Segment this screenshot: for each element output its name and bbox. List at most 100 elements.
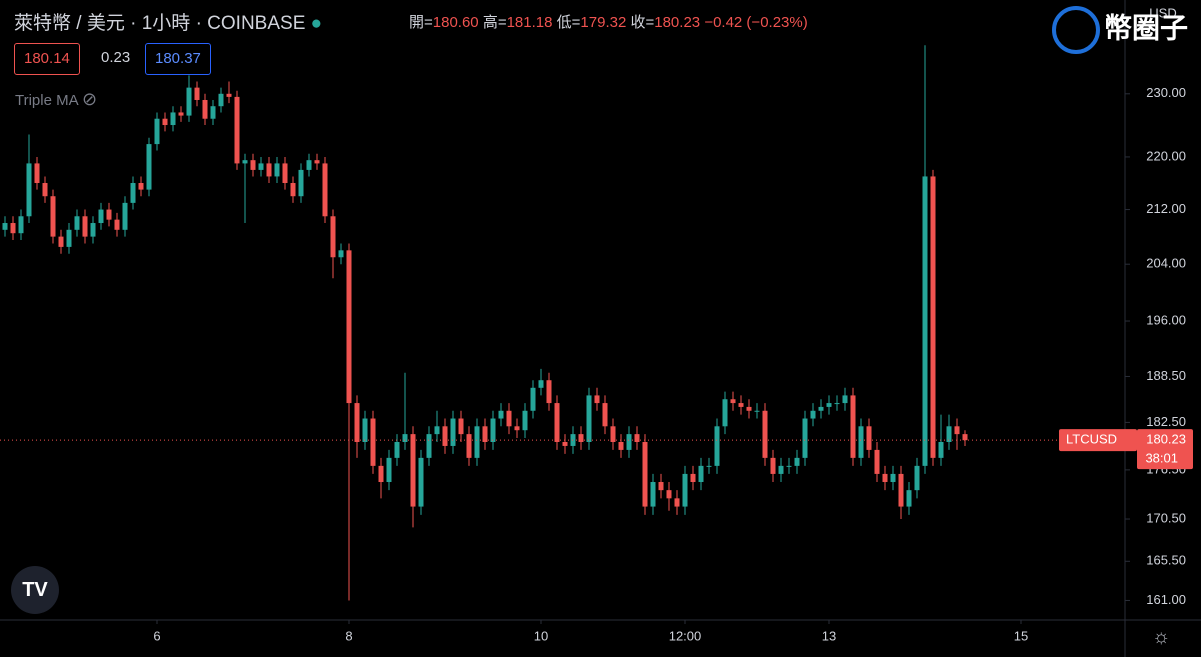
x-tick-label: 10 (534, 628, 548, 643)
y-tick-label: 182.50 (1146, 414, 1186, 429)
candle-body (818, 406, 824, 411)
candle-body (546, 380, 552, 404)
value: 179.32 (580, 14, 627, 31)
candle-body (98, 209, 104, 224)
value: 181.18 (506, 14, 553, 31)
candle-body (138, 183, 144, 190)
candle-body (386, 457, 392, 483)
y-tick-label: 165.50 (1146, 553, 1186, 568)
last-price-label: 180.23 (1146, 432, 1186, 447)
x-tick-label: 15 (1014, 628, 1028, 643)
candle-body (314, 160, 320, 164)
label: 收= (630, 14, 655, 31)
candle-body (458, 418, 464, 435)
candle-body (762, 410, 768, 458)
candle-body (498, 410, 504, 419)
candle-body (330, 216, 336, 258)
candle-body (434, 426, 440, 435)
candle-body (602, 403, 608, 427)
candle-body (618, 441, 624, 450)
candle-body (786, 465, 792, 467)
candle-body (282, 163, 288, 184)
candle-body (482, 426, 488, 442)
indicator-name: Triple MA (15, 92, 78, 109)
y-tick-label: 170.50 (1146, 510, 1186, 525)
value: 180.60 (432, 14, 479, 31)
candle-body (266, 163, 272, 177)
candle-body (410, 434, 416, 507)
candle-body (114, 219, 120, 230)
x-tick-label: 8 (345, 628, 352, 643)
settings-icon[interactable]: ☼ (1152, 626, 1171, 648)
y-tick-label: 188.50 (1146, 368, 1186, 383)
y-tick-label: 204.00 (1146, 256, 1186, 271)
tv-logo[interactable]: TV (11, 566, 59, 614)
label: 高= (482, 14, 507, 31)
symbol-title: 萊特幣 / 美元 · 1小時 · COINBASE ● (14, 8, 322, 35)
symbol-label: LTCUSD (1066, 432, 1117, 447)
candle-body (258, 163, 264, 170)
candle-body (794, 457, 800, 466)
countdown: 38:01 (1145, 451, 1178, 466)
candle-body (738, 403, 744, 407)
candle-body (42, 183, 48, 197)
candle-body (682, 473, 688, 507)
indicator[interactable]: Triple MA ⊘ (15, 89, 97, 110)
candle-body (394, 441, 400, 458)
label: 低= (556, 14, 581, 31)
candle-body (522, 410, 528, 431)
currency: USD (1149, 5, 1176, 20)
candle-body (874, 449, 880, 474)
candle-body (402, 434, 408, 442)
candle-body (34, 163, 40, 184)
candle-body (242, 160, 248, 164)
candle-body (218, 93, 224, 107)
candle-body (146, 144, 152, 190)
candle-body (962, 434, 968, 441)
candle-body (26, 163, 32, 217)
candle-body (850, 395, 856, 458)
candle-body (658, 482, 664, 491)
candle-body (122, 202, 128, 230)
candle-body (554, 403, 560, 442)
candle-body (586, 395, 592, 442)
candle-body (418, 457, 424, 507)
candle-body (842, 395, 848, 404)
candle-body (290, 183, 296, 197)
candle-body (898, 473, 904, 507)
candle-body (106, 209, 112, 220)
candle-body (954, 426, 960, 435)
candle-body (626, 434, 632, 450)
candle-body (178, 112, 184, 116)
candle-body (530, 387, 536, 411)
candle-body (754, 410, 760, 412)
candle-body (274, 163, 280, 177)
candle-body (938, 441, 944, 458)
change: −0.42 (−0.23%) (704, 14, 808, 31)
ohlc-legend: 開=180.60 高=181.18 低=179.32 收=180.23 −0.4… (409, 11, 808, 32)
candle-body (50, 196, 56, 237)
candle-body (66, 229, 72, 247)
candle-body (162, 118, 168, 126)
candle-body (362, 418, 368, 442)
x-tick-label: 6 (153, 628, 160, 643)
spread: 0.23 (101, 49, 131, 66)
candle-body (194, 87, 200, 100)
candle-body (634, 434, 640, 442)
candle-body (186, 87, 192, 116)
sell-button[interactable]: 180.14 (14, 43, 80, 75)
candle-body (706, 465, 712, 467)
hidden-icon[interactable]: ⊘ (81, 89, 98, 109)
value: 180.23 (654, 14, 701, 31)
candle-body (770, 457, 776, 474)
candle-body (426, 434, 432, 458)
candle-body (250, 160, 256, 170)
candle-body (834, 403, 840, 405)
watermark-text: 幣圈子 (1104, 12, 1189, 44)
y-tick-label: 230.00 (1146, 85, 1186, 100)
candle-body (82, 216, 88, 237)
candle-body (922, 176, 928, 466)
buy-button[interactable]: 180.37 (145, 43, 211, 75)
symbol-label-bg (1059, 429, 1137, 452)
